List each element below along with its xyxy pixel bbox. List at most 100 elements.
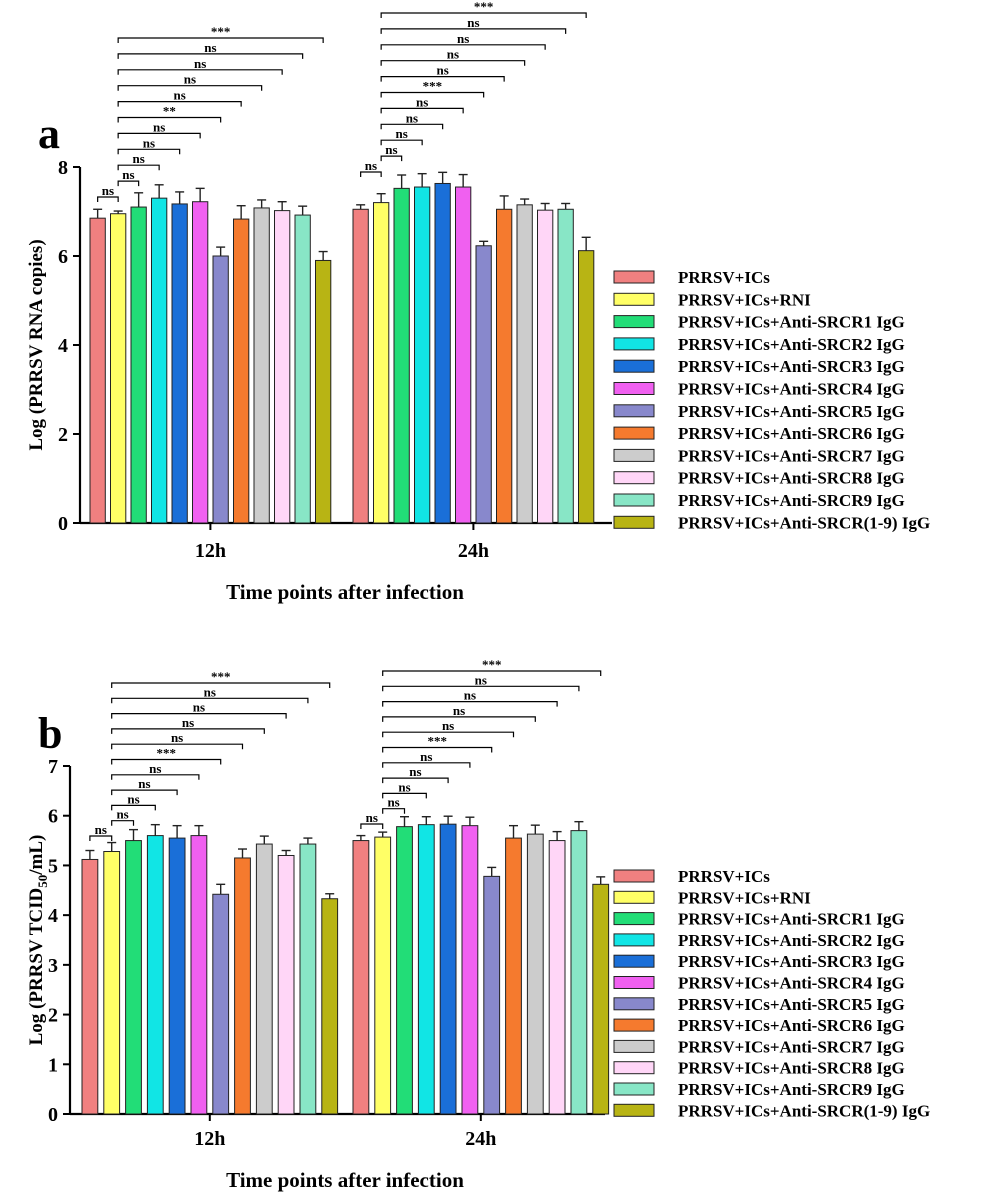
significance-bracket <box>117 37 324 43</box>
bar-a-24h-9 <box>516 204 533 524</box>
panel-a-letter: a <box>38 109 60 158</box>
legend-label-8: PRRSV+ICs+Anti-SRCR6 IgG <box>678 424 905 443</box>
significance-bracket <box>117 101 242 107</box>
significance-bracket <box>111 728 265 734</box>
significance-bracket <box>382 670 602 676</box>
bar-a-12h-12 <box>315 259 332 524</box>
bar-b-24h-11 <box>570 830 588 1115</box>
y-tick-label: 8 <box>58 157 68 179</box>
legend-swatch-6 <box>613 976 655 989</box>
x-tick-label: 24h <box>458 540 489 562</box>
bar-b-24h-8 <box>505 837 522 1115</box>
bar-a-12h-4 <box>151 197 168 524</box>
significance-bracket <box>382 792 427 799</box>
bar-b-12h-4 <box>146 835 164 1115</box>
significance-label: ns <box>409 764 421 779</box>
significance-bracket <box>380 107 464 114</box>
significance-label: ns <box>467 15 479 30</box>
y-tick-label: 4 <box>48 905 58 927</box>
significance-bracket <box>382 716 536 722</box>
legend-swatch-5 <box>613 359 655 373</box>
significance-bracket <box>117 69 283 75</box>
significance-label: ns <box>174 88 186 103</box>
significance-label: ns <box>153 119 165 134</box>
significance-label: ns <box>464 688 476 703</box>
significance-label: ns <box>406 110 418 125</box>
y-tick-label: 5 <box>48 855 58 877</box>
legend-swatch-7 <box>613 997 655 1011</box>
significance-label: ns <box>204 684 216 699</box>
significance-bracket <box>111 789 178 796</box>
panel-b-x-axis-label: Time points after infection <box>226 1168 464 1192</box>
legend-label-3: PRRSV+ICs+Anti-SRCR1 IgG <box>678 313 905 332</box>
panel-b-chart: b Log (PRRSV TCID50/mL) Time points afte… <box>26 657 930 1192</box>
significance-label: ns <box>116 807 128 822</box>
legend-swatch-8 <box>613 1018 655 1032</box>
significance-bracket <box>117 53 304 59</box>
significance-label: ns <box>122 167 134 182</box>
bar-a-12h-10 <box>274 210 291 524</box>
y-tick-label: 7 <box>48 756 58 778</box>
y-tick-label: 1 <box>48 1054 58 1076</box>
significance-bracket <box>380 76 505 82</box>
legend-swatch-7 <box>613 404 655 418</box>
legend-label-12: PRRSV+ICs+Anti-SRCR(1-9) IgG <box>678 1101 930 1120</box>
legend-label-7: PRRSV+ICs+Anti-SRCR5 IgG <box>678 402 905 421</box>
significance-bracket <box>360 171 382 177</box>
bar-b-24h-6 <box>461 825 479 1115</box>
significance-bracket <box>111 697 309 704</box>
legend-swatch-5 <box>613 954 655 968</box>
legend-label-2: PRRSV+ICs+RNI <box>678 888 811 907</box>
legend-swatch-8 <box>613 426 655 440</box>
significance-label: ns <box>127 791 139 806</box>
significance-label: ns <box>385 142 397 157</box>
significance-label: *** <box>211 24 231 39</box>
significance-bracket <box>111 758 222 765</box>
legend-swatch-2 <box>613 890 655 904</box>
bar-a-24h-3 <box>393 187 410 524</box>
significance-label: ns <box>149 761 161 776</box>
bar-a-24h-8 <box>496 208 513 524</box>
significance-bracket <box>380 28 567 34</box>
bar-b-24h-3 <box>396 826 413 1115</box>
significance-label: ns <box>396 126 408 141</box>
significance-label: *** <box>427 734 447 749</box>
legend-swatch-1 <box>613 869 655 883</box>
significance-label: ns <box>475 672 487 687</box>
legend-swatch-12 <box>613 515 655 529</box>
significance-bracket <box>97 196 119 202</box>
legend-swatch-4 <box>613 337 655 351</box>
x-tick-label: 12h <box>195 540 226 562</box>
significance-label: ns <box>193 700 205 715</box>
significance-bracket <box>117 180 140 187</box>
significance-bracket <box>382 685 580 692</box>
significance-bracket <box>111 743 244 750</box>
legend-label-4: PRRSV+ICs+Anti-SRCR2 IgG <box>678 335 905 354</box>
legend-label-4: PRRSV+ICs+Anti-SRCR2 IgG <box>678 931 905 950</box>
panel-a-y-axis-label: Log (PRRSV RNA copies) <box>26 239 47 450</box>
bar-b-12h-9 <box>255 843 273 1115</box>
bar-b-12h-11 <box>299 843 317 1115</box>
significance-bracket <box>380 12 587 18</box>
significance-label: ns <box>184 72 196 87</box>
significance-bracket <box>380 139 423 146</box>
legend-label-5: PRRSV+ICs+Anti-SRCR3 IgG <box>678 357 905 376</box>
y-tick-label: 2 <box>48 1005 58 1027</box>
y-tick-label: 2 <box>58 424 68 446</box>
significance-bracket <box>89 835 113 841</box>
bar-b-12h-7 <box>212 893 230 1115</box>
legend-swatch-12 <box>613 1103 655 1117</box>
significance-bracket <box>117 116 222 123</box>
significance-bracket <box>382 746 493 753</box>
legend-swatch-2 <box>613 292 655 306</box>
bar-a-24h-6 <box>455 186 472 524</box>
legend-swatch-9 <box>613 448 655 462</box>
significance-label: ns <box>420 749 432 764</box>
legend-label-6: PRRSV+ICs+Anti-SRCR4 IgG <box>678 974 905 993</box>
significance-label: ns <box>194 56 206 71</box>
significance-bracket <box>111 820 135 826</box>
panel-a-x-axis-label: Time points after infection <box>226 580 464 604</box>
significance-bracket <box>111 804 156 811</box>
bar-b-12h-8 <box>234 857 251 1115</box>
